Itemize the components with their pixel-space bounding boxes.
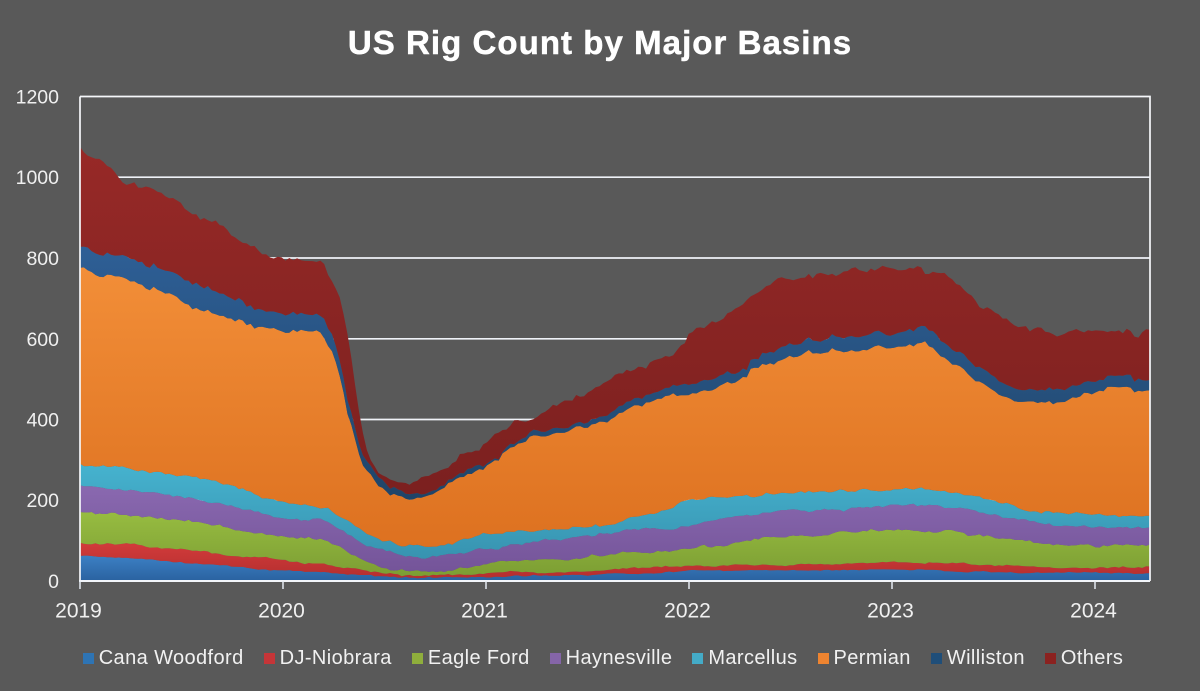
svg-text:1000: 1000 (16, 167, 60, 189)
svg-text:2024: 2024 (1070, 600, 1117, 623)
svg-text:400: 400 (26, 410, 59, 432)
svg-text:0: 0 (48, 571, 59, 593)
svg-text:2019: 2019 (55, 600, 102, 623)
svg-text:2022: 2022 (664, 600, 711, 623)
svg-text:600: 600 (26, 329, 59, 351)
svg-text:2023: 2023 (867, 600, 914, 623)
svg-text:1200: 1200 (16, 87, 60, 109)
svg-text:2021: 2021 (461, 600, 508, 623)
svg-text:800: 800 (26, 248, 59, 270)
svg-text:2020: 2020 (258, 600, 305, 623)
svg-text:200: 200 (26, 490, 59, 512)
